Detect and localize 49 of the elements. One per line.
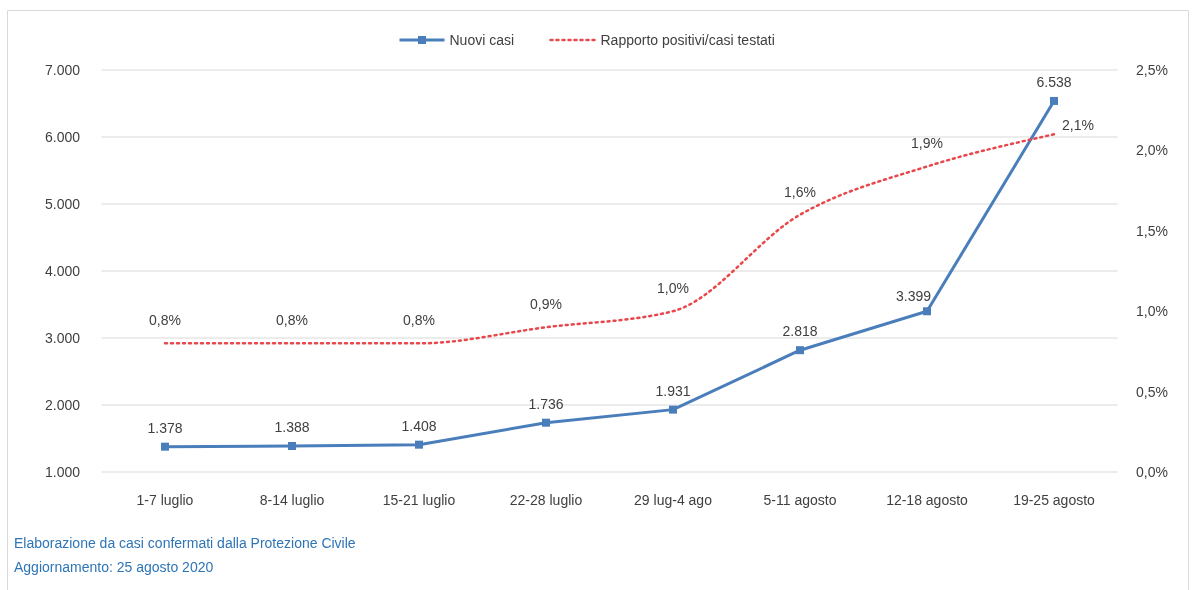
y-tick-label: 7.000 (44, 62, 81, 78)
point (161, 442, 169, 451)
data-label: 1.931 (655, 382, 691, 399)
data-label: 0,9% (530, 296, 562, 313)
y2-tick-label: 0,0% (1136, 464, 1168, 480)
x-tick-label: 15-21 luglio (382, 492, 456, 508)
data-label: 3.399 (895, 288, 932, 305)
data-label: 1.378 (147, 419, 183, 436)
point (288, 442, 296, 450)
data-label: 6.538 (1036, 73, 1072, 90)
y-tick-label: 4.000 (44, 263, 81, 279)
y-tick-label: 1.000 (44, 464, 81, 480)
x-tick-label: 29 lug-4 ago (634, 492, 713, 508)
point (542, 418, 550, 427)
point (796, 346, 804, 355)
y2-tick-label: 1,5% (1136, 222, 1168, 239)
data-label: 1.388 (274, 419, 310, 435)
text: Aggiornamento: 25 agosto 2020 (14, 559, 214, 575)
legend-label: Rapporto positivi/casi testati (600, 32, 775, 48)
y2-tick-label: 2,5% (1136, 62, 1168, 78)
y2-tick-label: 1,0% (1136, 303, 1168, 320)
y-tick-label: 2.000 (44, 397, 81, 413)
y-tick-label: 3.000 (44, 330, 81, 346)
y2-tick-label: 2,0% (1136, 142, 1168, 159)
text: Elaborazione da casi confermati dalla Protezione Civile (14, 535, 356, 551)
data-label: 1.408 (401, 417, 437, 434)
point (923, 307, 931, 316)
x-tick-label: 1-7 luglio (136, 492, 194, 508)
x-tick-label: 5-11 agosto (763, 492, 837, 508)
y-tick-label: 5.000 (44, 196, 81, 212)
x-tick-label: 12-18 agosto (886, 492, 969, 508)
x-tick-label: 8-14 luglio (259, 492, 325, 508)
point (1050, 96, 1058, 105)
y-tick-label: 6.000 (44, 129, 81, 145)
x-tick-label: 19-25 agosto (1013, 492, 1096, 508)
data-label: 1.736 (528, 395, 564, 412)
data-label: 2,1% (1062, 117, 1094, 134)
x-tick-label: 22-28 luglio (509, 492, 583, 508)
data-label: 0,8% (276, 312, 308, 329)
legend-label: Nuovi casi (449, 32, 515, 48)
data-label: 2.818 (782, 323, 818, 340)
y2-tick-label: 0,5% (1136, 383, 1168, 400)
data-label: 1,0% (657, 280, 689, 297)
point (669, 405, 677, 414)
data-label: 1,9% (911, 135, 943, 152)
data-label: 0,8% (403, 312, 435, 329)
data-label: 0,8% (149, 312, 181, 329)
data-label: 1,6% (784, 183, 816, 200)
point (415, 440, 423, 449)
